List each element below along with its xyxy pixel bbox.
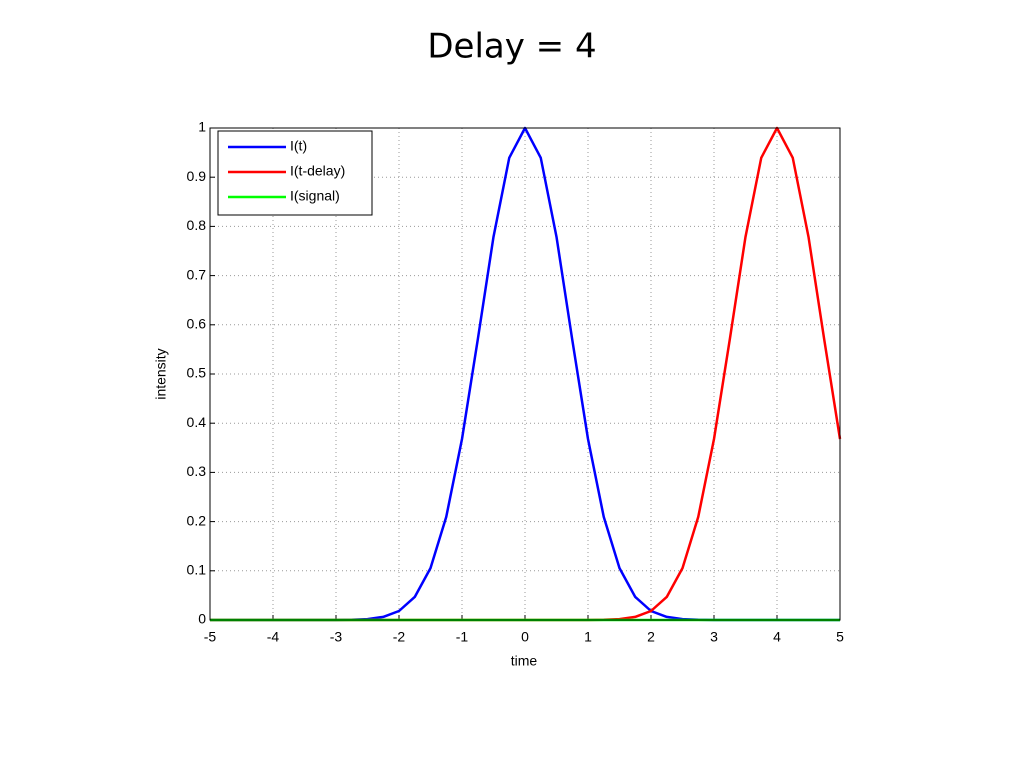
x-tick-label: -1 bbox=[456, 629, 469, 645]
x-axis-label: time bbox=[511, 653, 538, 669]
legend-label: I(t) bbox=[290, 138, 307, 154]
y-tick-label: 0.5 bbox=[187, 365, 207, 381]
axes-frame bbox=[209, 127, 841, 621]
y-tick-label: 0.1 bbox=[187, 562, 207, 578]
y-axis-label: intensity bbox=[153, 348, 169, 399]
x-tick-label: -4 bbox=[267, 629, 280, 645]
x-tick-label: 1 bbox=[584, 629, 592, 645]
legend-label: I(signal) bbox=[290, 188, 340, 204]
y-tick-label: 0.7 bbox=[187, 266, 207, 282]
x-tick-label: -3 bbox=[330, 629, 343, 645]
legend-label: I(t-delay) bbox=[290, 163, 345, 179]
y-tick-label: 0.2 bbox=[187, 512, 207, 528]
y-tick-label: 0 bbox=[198, 611, 206, 627]
y-tick-label: 0.4 bbox=[187, 414, 207, 430]
y-tick-label: 0.3 bbox=[187, 463, 207, 479]
x-tick-label: 4 bbox=[773, 629, 781, 645]
x-tick-label: 5 bbox=[836, 629, 844, 645]
x-tick-label: 0 bbox=[521, 629, 529, 645]
y-tick-label: 1 bbox=[198, 119, 206, 135]
chart-title: Delay = 4 bbox=[427, 27, 596, 67]
x-tick-label: 3 bbox=[710, 629, 718, 645]
x-tick-label: 2 bbox=[647, 629, 655, 645]
y-tick-label: 0.6 bbox=[187, 316, 207, 332]
y-tick-label: 0.9 bbox=[187, 168, 207, 184]
x-tick-label: -2 bbox=[393, 629, 406, 645]
x-tick-label: -5 bbox=[204, 629, 217, 645]
y-tick-label: 0.8 bbox=[187, 217, 207, 233]
